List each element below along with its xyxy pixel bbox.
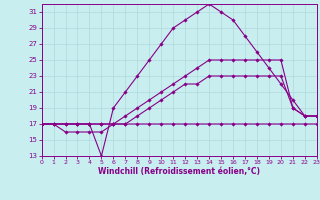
X-axis label: Windchill (Refroidissement éolien,°C): Windchill (Refroidissement éolien,°C) <box>98 167 260 176</box>
